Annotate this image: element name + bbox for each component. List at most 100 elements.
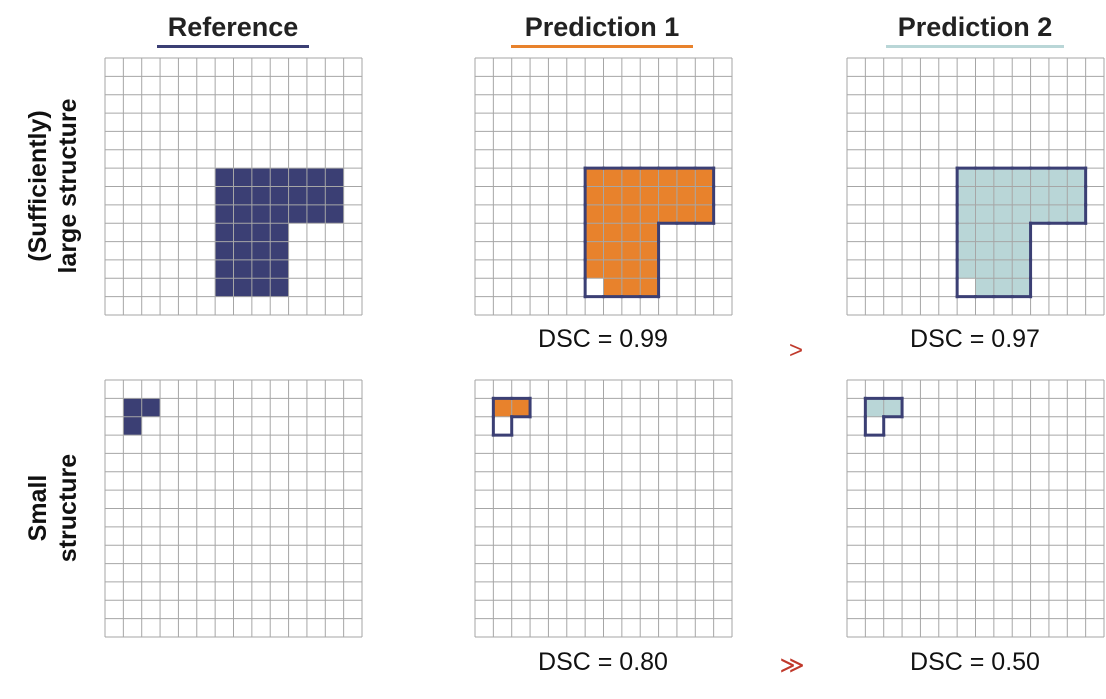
filled-cell [251,168,271,187]
filled-cell [585,259,604,279]
filled-cell [676,186,696,205]
filled-cell [1030,168,1049,187]
comparison-large: > [788,337,803,364]
filled-cell [215,241,234,260]
grid-large-prediction-2 [846,57,1105,316]
filled-cell [1067,186,1086,205]
filled-cell [270,204,289,224]
filled-cell [603,204,622,224]
filled-cell [993,241,1013,260]
filled-cell [215,259,234,279]
filled-cell [957,241,976,260]
filled-cell [640,278,659,297]
dsc-small-prediction-2: DSC = 0.50 [910,648,1040,676]
filled-cell [975,168,994,187]
dsc-large-prediction-2: DSC = 0.97 [910,325,1040,353]
filled-cell [233,278,252,297]
grid-small-prediction-2 [846,379,1105,638]
filled-cell [957,259,976,279]
filled-cell [975,241,994,260]
filled-cell [1048,204,1068,224]
header-prediction-1-underline [511,45,693,48]
filled-cell [251,241,271,260]
row-label-small-line1: Small [24,474,52,542]
dsc-large-prediction-1: DSC = 0.99 [538,325,668,353]
filled-cell [325,186,344,205]
filled-cell [1012,204,1031,224]
filled-cell [215,186,234,205]
row-label-large-line2: large structure [54,98,82,274]
filled-cell [585,186,604,205]
filled-cell [1012,241,1031,260]
filled-cell [325,168,344,187]
filled-cell [585,168,604,187]
filled-cell [975,204,994,224]
filled-cell [658,168,677,187]
filled-cell [603,259,622,279]
filled-cell [233,223,252,242]
filled-cell [865,398,884,417]
filled-cell [251,204,271,224]
filled-cell [603,223,622,242]
filled-cell [1012,259,1031,279]
row-label-large-line1: (Sufficiently) [24,110,52,262]
filled-cell [233,259,252,279]
filled-cell [1030,186,1049,205]
filled-cell [975,223,994,242]
filled-cell [270,259,289,279]
filled-cell [585,241,604,260]
filled-cell [621,241,641,260]
header-reference-label: Reference [167,12,299,42]
filled-cell [695,186,714,205]
filled-cell [215,168,234,187]
filled-cell [658,204,677,224]
filled-cell [493,398,512,417]
filled-cell [141,398,161,417]
filled-cell [993,223,1013,242]
filled-cell [233,241,252,260]
filled-cell [270,223,289,242]
filled-cell [306,204,326,224]
header-prediction-2: Prediction 2 [845,12,1105,48]
filled-cell [288,204,307,224]
filled-cell [883,398,903,417]
filled-cell [640,186,659,205]
filled-cell [957,186,976,205]
filled-cell [957,168,976,187]
filled-cell [251,278,271,297]
filled-cell [993,168,1013,187]
filled-cell [1067,204,1086,224]
filled-cell [1048,168,1068,187]
filled-cell [288,186,307,205]
filled-cell [957,204,976,224]
filled-cell [1012,168,1031,187]
filled-cell [251,223,271,242]
filled-cell [603,278,622,297]
filled-cell [1012,278,1031,297]
filled-cell [1067,168,1086,187]
filled-cell [233,204,252,224]
filled-cell [640,241,659,260]
filled-cell [215,204,234,224]
filled-cell [621,259,641,279]
filled-cell [621,168,641,187]
filled-cell [993,259,1013,279]
filled-cell [585,223,604,242]
filled-cell [1030,204,1049,224]
filled-cell [123,398,142,417]
header-reference-underline [157,45,309,48]
filled-cell [270,186,289,205]
filled-cell [640,168,659,187]
filled-cell [993,186,1013,205]
filled-cell [975,278,994,297]
filled-cell [233,168,252,187]
filled-cell [603,241,622,260]
header-reference: Reference [103,12,363,48]
filled-cell [695,168,714,187]
filled-cell [676,204,696,224]
header-prediction-1-label: Prediction 1 [524,12,680,42]
filled-cell [251,186,271,205]
filled-cell [621,223,641,242]
row-label-small-line2: structure [54,453,82,563]
filled-cell [233,186,252,205]
